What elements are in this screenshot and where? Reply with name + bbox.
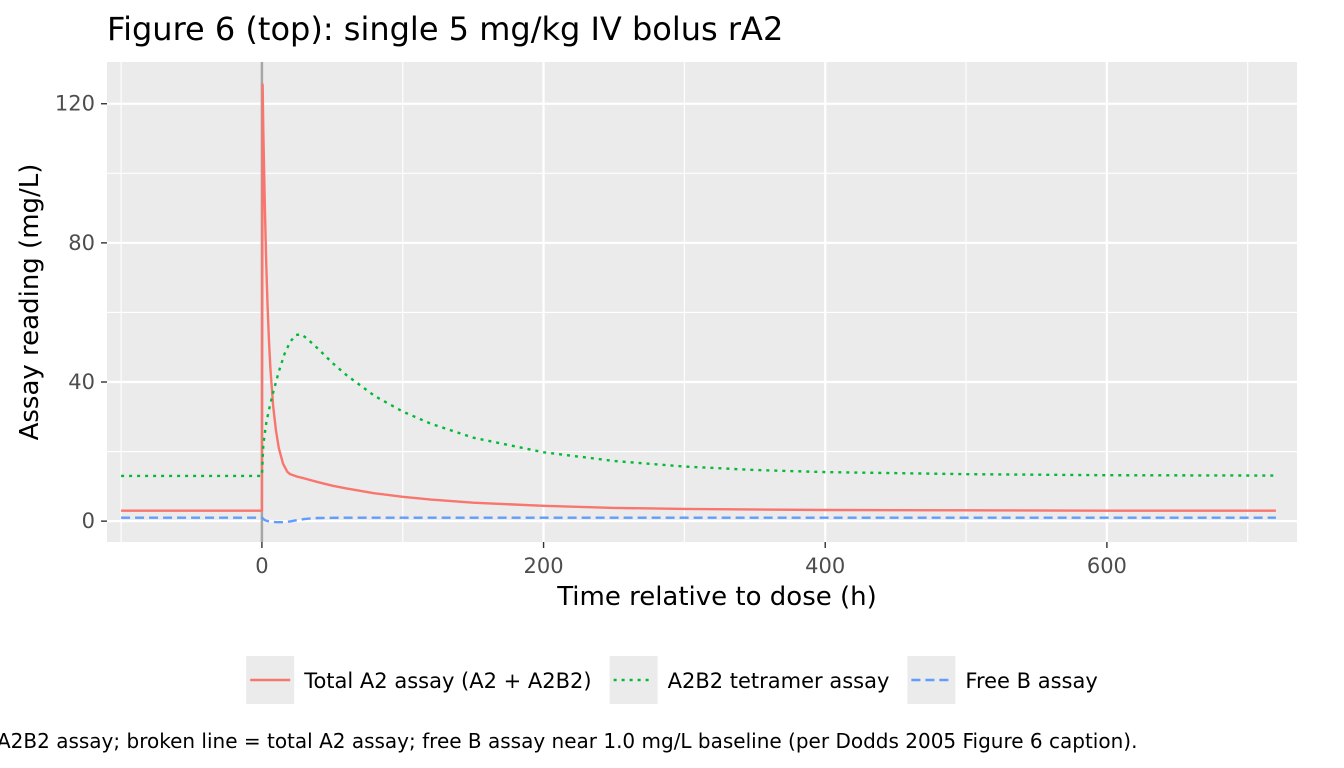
- y-tick-label: 80: [68, 231, 95, 255]
- legend-label: Total A2 assay (A2 + A2B2): [303, 669, 591, 693]
- series-line-2: [121, 333, 1276, 478]
- x-tick-label: 200: [524, 554, 564, 578]
- y-axis-title: Assay reading (mg/L): [15, 164, 45, 441]
- y-tick-label: 40: [68, 370, 95, 394]
- chart-title: Figure 6 (top): single 5 mg/kg IV bolus …: [107, 10, 783, 48]
- x-axis-title: Time relative to dose (h): [556, 582, 877, 612]
- legend: Total A2 assay (A2 + A2B2) A2B2 tetramer …: [246, 656, 1098, 704]
- series-lines: [121, 83, 1276, 524]
- x-tick-label: 400: [805, 554, 845, 578]
- x-tick-label: 600: [1087, 554, 1127, 578]
- x-axis: 0 200 400 600: [255, 542, 1127, 578]
- plot-background: [107, 62, 1297, 542]
- x-tick-label: 0: [255, 554, 268, 578]
- minor-gridlines: [107, 62, 1297, 542]
- y-axis: 0 40 80 120: [55, 92, 107, 533]
- legend-label: Free B assay: [965, 669, 1097, 693]
- legend-key: [609, 656, 658, 704]
- figure-caption: A2B2 assay; broken line = total A2 assay…: [0, 729, 1137, 753]
- series-line-3: [121, 516, 1276, 524]
- series-line-1: [121, 83, 1276, 512]
- y-tick-label: 0: [82, 509, 95, 533]
- legend-label: A2B2 tetramer assay: [668, 669, 890, 693]
- y-tick-label: 120: [55, 92, 95, 116]
- plot-panel: [107, 62, 1297, 542]
